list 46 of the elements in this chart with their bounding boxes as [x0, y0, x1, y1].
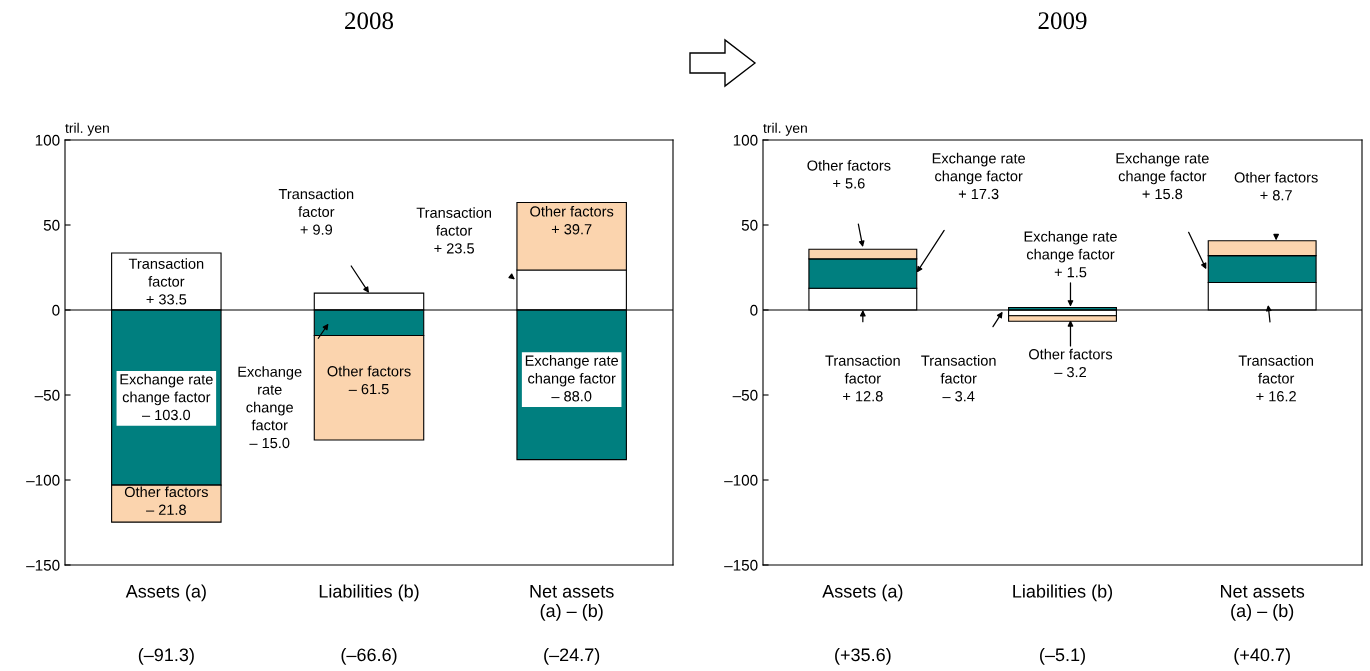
x-tick-label: Net assets (a) – (b): [1221, 585, 1305, 621]
y-tick-label: –100: [724, 474, 758, 486]
y-tick-label: –150: [26, 559, 60, 571]
y-axis-title: tril. yen: [65, 122, 109, 136]
y-tick-label: –50: [732, 389, 758, 401]
y-tick-label: 50: [741, 219, 758, 231]
y-tick-label: 50: [43, 219, 60, 231]
annotation: Exchange rate change factor – 88.0: [525, 355, 619, 402]
x-tick-label: Net assets (a) – (b): [530, 585, 614, 621]
x-tick-label: Liabilities (b): [1013, 584, 1113, 602]
annotation: Transaction factor + 23.5: [416, 207, 491, 254]
annotation: Transaction factor + 16.2: [1238, 355, 1314, 402]
annotation: Other factors – 21.8: [124, 486, 208, 515]
y-tick-label: –150: [724, 559, 758, 571]
text: (–24.7): [544, 647, 600, 665]
annotation: Other factors + 8.7: [1234, 171, 1318, 201]
annotation: Transaction factor + 9.9: [278, 188, 354, 235]
y-tick-label: 100: [733, 134, 758, 146]
x-tick-label: Assets (a): [822, 584, 903, 602]
text: (+35.6): [835, 647, 891, 665]
y-axis-title: tril. yen: [763, 122, 807, 136]
annotation: Other factors – 3.2: [1029, 348, 1113, 378]
text: (–5.1): [1040, 647, 1085, 665]
annotation: Exchange rate change factor + 15.8: [1116, 152, 1209, 200]
annotation: Other factors – 61.5: [327, 365, 411, 395]
y-tick-label: 100: [35, 134, 60, 146]
y-tick-label: –50: [34, 389, 60, 401]
text: (+40.7): [1234, 647, 1290, 665]
y-tick-label: –100: [26, 474, 60, 486]
x-tick-label: Liabilities (b): [319, 584, 419, 602]
y-tick-label: 0: [750, 304, 758, 316]
annotation: Other factors + 39.7: [530, 205, 614, 235]
annotation: Exchange rate change factor + 1.5: [1024, 230, 1117, 278]
y-tick-label: 0: [52, 304, 60, 316]
chart-title: 2009: [1038, 12, 1087, 30]
annotation: Exchange rate change factor + 17.3: [932, 152, 1026, 200]
annotation: Transaction factor + 12.8: [825, 355, 900, 402]
text: (–66.6): [341, 647, 397, 665]
chart-title: 2008: [345, 12, 394, 30]
annotation: Exchange rate change factor – 15.0: [238, 366, 302, 449]
annotation: Transaction factor + 33.5: [128, 258, 204, 305]
x-tick-label: Assets (a): [125, 584, 206, 602]
annotation: Other factors + 5.6: [807, 159, 891, 189]
text: (–91.3): [138, 647, 194, 665]
annotation: Exchange rate change factor – 103.0: [120, 373, 213, 421]
annotation: Transaction factor – 3.4: [921, 355, 996, 402]
